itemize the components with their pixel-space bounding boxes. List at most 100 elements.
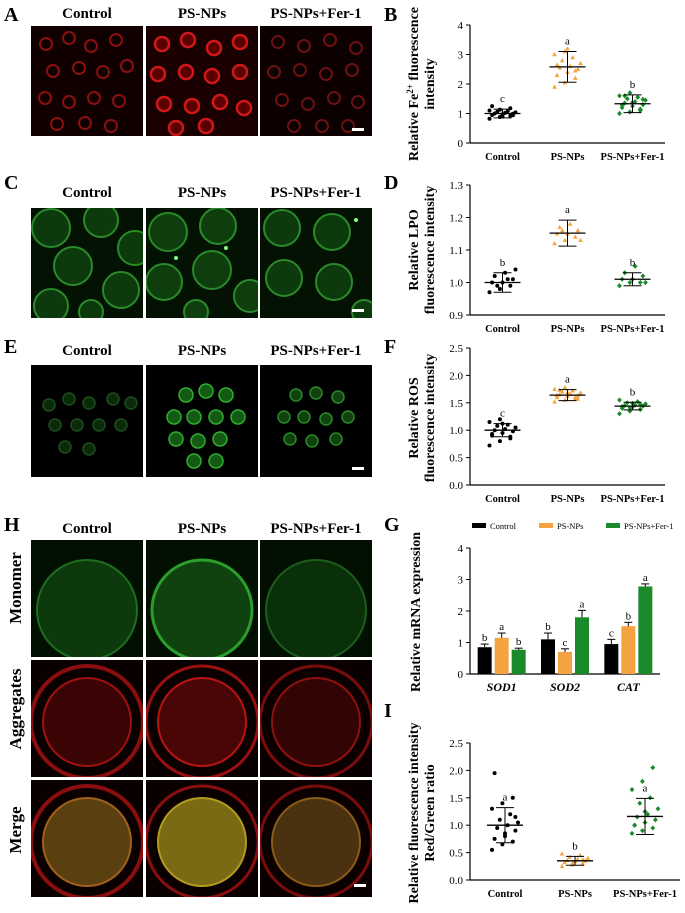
data-point — [627, 109, 633, 115]
panel-h-col-fer1: PS-NPs+Fer-1 — [270, 521, 362, 537]
micrograph-a-psnps — [146, 26, 258, 136]
y-tick-label: 1.3 — [449, 180, 463, 192]
data-point — [500, 842, 505, 847]
micrograph-h-aggregates-psnps — [146, 660, 258, 777]
x-tick-label: SOD2 — [550, 680, 580, 694]
bar — [477, 647, 492, 674]
data-point — [490, 847, 494, 852]
data-point — [640, 273, 646, 279]
data-point — [487, 116, 492, 121]
chart-b-fe2-fluorescence: 0 1 2 3 4 Control c PS-NPs a PS-NPs+Fer-1 b Relativ… — [405, 7, 665, 163]
data-point — [655, 806, 661, 812]
data-point — [557, 224, 562, 230]
micrograph-e-fer1 — [260, 365, 372, 477]
significance-letter: b — [500, 257, 506, 269]
data-point — [508, 283, 513, 288]
y-tick-label: 0.0 — [449, 875, 463, 887]
data-point — [580, 861, 586, 866]
x-tick-label: Control — [485, 152, 520, 163]
data-point — [565, 46, 570, 51]
data-point — [513, 425, 518, 430]
y-tick-label: 1.5 — [449, 398, 463, 410]
panel-label-f: F — [384, 336, 397, 358]
data-point — [575, 396, 581, 401]
data-point — [617, 411, 622, 417]
data-point — [647, 795, 653, 801]
data-point — [513, 814, 518, 819]
data-point — [554, 62, 560, 67]
significance-letter: c — [563, 637, 568, 649]
micrograph-c-fer1 — [260, 208, 372, 318]
data-point — [629, 830, 635, 837]
micrograph-h-monomer-fer1 — [260, 540, 372, 657]
data-point — [624, 400, 630, 406]
panel-e-col-control: Control — [62, 343, 112, 359]
y-tick-label: 1.5 — [449, 793, 463, 805]
x-tick-label: PS-NPs — [551, 152, 585, 163]
data-point — [490, 104, 495, 109]
y-tick-label: 0.5 — [449, 453, 463, 465]
micrograph-h-merge-psnps — [146, 780, 258, 897]
data-point — [640, 96, 646, 102]
row-label-monomer: Monomer — [6, 552, 25, 624]
data-point — [559, 851, 565, 856]
data-point — [627, 279, 633, 286]
data-point — [487, 419, 492, 424]
y-tick-label: 0.5 — [449, 848, 463, 860]
data-point — [552, 84, 557, 89]
data-point — [637, 279, 643, 286]
data-point — [492, 274, 497, 278]
panel-c-col-fer1: PS-NPs+Fer-1 — [270, 185, 362, 201]
data-point — [629, 786, 635, 793]
data-point — [585, 855, 591, 860]
y-tick-label: 2.5 — [449, 738, 463, 750]
data-point — [617, 110, 622, 117]
data-point — [573, 234, 578, 239]
micrograph-h-merge-fer1 — [260, 780, 372, 897]
data-point — [487, 108, 492, 113]
significance-letter: b — [516, 636, 522, 648]
data-point — [635, 399, 641, 405]
y-tick-label: 1.2 — [449, 213, 463, 225]
data-point — [573, 394, 578, 400]
data-point — [497, 817, 502, 822]
y-tick-label: 1 — [458, 638, 464, 650]
panel-label-d: D — [384, 172, 399, 194]
x-tick-label: CAT — [617, 680, 640, 694]
data-point — [552, 241, 557, 246]
data-point — [578, 237, 583, 243]
data-point — [490, 806, 494, 811]
chart-f-ros-fluorescence: 0.0 0.5 1.0 1.5 2.0 2.5 Control c PS-NPs a PS-NPs+… — [407, 343, 665, 505]
data-point — [513, 267, 518, 272]
data-point — [497, 417, 502, 422]
significance-letter: b — [626, 610, 632, 622]
data-point — [562, 237, 568, 243]
data-point — [487, 443, 492, 448]
x-tick-label: PS-NPs+Fer-1 — [613, 889, 677, 900]
panel-label-i: I — [384, 700, 392, 722]
data-point — [500, 801, 505, 806]
y-tick-label: 4 — [458, 20, 464, 32]
data-point — [632, 263, 638, 269]
panel-h-col-psnps: PS-NPs — [177, 521, 227, 537]
data-point — [560, 57, 565, 63]
x-tick-label: PS-NPs — [551, 494, 585, 505]
panel-label-g: G — [384, 514, 400, 536]
x-tick-label: Control — [485, 494, 520, 505]
data-point — [487, 290, 492, 295]
micrograph-e-control — [31, 365, 143, 477]
legend-swatch — [472, 523, 486, 528]
panel-a-col-control: Control — [62, 6, 112, 22]
x-tick-label: PS-NPs+Fer-1 — [601, 494, 665, 505]
legend-swatch — [539, 523, 553, 528]
data-point — [552, 386, 557, 391]
micrograph-h-aggregates-control — [31, 660, 143, 777]
panel-a-col-psnps: PS-NPs — [177, 6, 227, 22]
chart-i-red-green-ratio: 0.0 0.5 1.0 1.5 2.0 2.5 Control a PS-NPs b PS-NPs+… — [407, 723, 680, 903]
y-tick-label: 1.1 — [449, 245, 463, 257]
y-tick-label: 0.0 — [449, 480, 463, 492]
bar — [494, 637, 509, 674]
data-point — [497, 439, 502, 444]
y-tick-label: 2.0 — [449, 765, 463, 777]
data-point — [554, 394, 560, 400]
